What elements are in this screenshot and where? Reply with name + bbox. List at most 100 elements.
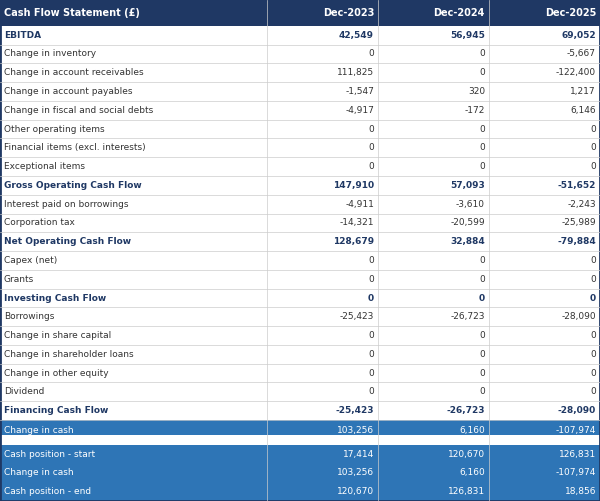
Text: -1,547: -1,547 (345, 87, 374, 96)
Bar (0, 120, 600, 138)
Text: 0: 0 (590, 331, 596, 340)
Bar (0, 364, 600, 382)
Text: 126,831: 126,831 (559, 449, 596, 458)
Bar (0, 82, 600, 101)
Bar (0, 232, 600, 251)
Text: 120,670: 120,670 (337, 487, 374, 496)
Bar (0, 345, 600, 364)
Text: 0: 0 (368, 387, 374, 396)
Text: -25,423: -25,423 (335, 406, 374, 415)
Text: -5,667: -5,667 (567, 50, 596, 59)
Text: Other operating items: Other operating items (4, 125, 104, 134)
Text: Corporation tax: Corporation tax (4, 218, 75, 227)
Text: -107,974: -107,974 (556, 468, 596, 477)
Text: 0: 0 (479, 68, 485, 77)
Text: 6,146: 6,146 (571, 106, 596, 115)
Text: 0: 0 (368, 350, 374, 359)
Text: -51,652: -51,652 (557, 181, 596, 190)
Text: -28,090: -28,090 (562, 312, 596, 321)
Bar (0, 445, 600, 463)
Bar (0, 138, 600, 157)
Text: 0: 0 (479, 350, 485, 359)
Text: Investing Cash Flow: Investing Cash Flow (4, 294, 106, 303)
Text: 1,217: 1,217 (571, 87, 596, 96)
Text: 126,831: 126,831 (448, 487, 485, 496)
Text: 0: 0 (368, 331, 374, 340)
Text: -3,610: -3,610 (456, 200, 485, 208)
Text: 57,093: 57,093 (450, 181, 485, 190)
Text: Change in shareholder loans: Change in shareholder loans (4, 350, 134, 359)
Text: -79,884: -79,884 (557, 237, 596, 246)
Text: Financing Cash Flow: Financing Cash Flow (4, 406, 109, 415)
Text: 0: 0 (590, 350, 596, 359)
Text: 0: 0 (368, 369, 374, 378)
Text: -4,911: -4,911 (345, 200, 374, 208)
Text: Cash position - end: Cash position - end (4, 487, 91, 496)
Text: 103,256: 103,256 (337, 468, 374, 477)
Bar (0, 289, 600, 308)
Text: 111,825: 111,825 (337, 68, 374, 77)
Text: Net Operating Cash Flow: Net Operating Cash Flow (4, 237, 131, 246)
Text: 147,910: 147,910 (333, 181, 374, 190)
Text: 0: 0 (590, 256, 596, 265)
Text: Cash position - start: Cash position - start (4, 449, 95, 458)
Text: -2,243: -2,243 (568, 200, 596, 208)
Bar (0, 157, 600, 176)
Bar (0, 63, 600, 82)
Bar (0, 326, 600, 345)
Text: Grants: Grants (4, 275, 34, 284)
Text: EBITDA: EBITDA (4, 31, 41, 40)
Text: Borrowings: Borrowings (4, 312, 55, 321)
Text: Capex (net): Capex (net) (4, 256, 57, 265)
Text: 0: 0 (479, 294, 485, 303)
Text: -28,090: -28,090 (558, 406, 596, 415)
Bar (0, 195, 600, 213)
Text: Change in share capital: Change in share capital (4, 331, 111, 340)
Text: -26,723: -26,723 (446, 406, 485, 415)
Text: 0: 0 (368, 125, 374, 134)
Text: Dividend: Dividend (4, 387, 44, 396)
Text: 0: 0 (590, 387, 596, 396)
Text: 0: 0 (590, 275, 596, 284)
Text: 17,414: 17,414 (343, 449, 374, 458)
Text: -14,321: -14,321 (340, 218, 374, 227)
Text: 0: 0 (590, 143, 596, 152)
Text: 42,549: 42,549 (339, 31, 374, 40)
Bar (0, 213, 600, 232)
Text: 0: 0 (590, 162, 596, 171)
Text: -25,423: -25,423 (340, 312, 374, 321)
Bar (0, 382, 600, 401)
Text: -20,599: -20,599 (451, 218, 485, 227)
Text: 0: 0 (479, 256, 485, 265)
Text: Change in inventory: Change in inventory (4, 50, 96, 59)
Text: 0: 0 (368, 294, 374, 303)
Bar (0, 45, 600, 63)
Text: 0: 0 (590, 294, 596, 303)
Text: 0: 0 (590, 125, 596, 134)
Text: 0: 0 (479, 143, 485, 152)
Bar (0, 251, 600, 270)
Text: -4,917: -4,917 (345, 106, 374, 115)
Text: 0: 0 (479, 125, 485, 134)
Text: Change in fiscal and social debts: Change in fiscal and social debts (4, 106, 153, 115)
Bar (0, 435, 600, 440)
Text: Cash Flow Statement (£): Cash Flow Statement (£) (4, 8, 140, 18)
Bar (0, 270, 600, 289)
Text: 0: 0 (368, 256, 374, 265)
Text: -122,400: -122,400 (556, 68, 596, 77)
Text: 120,670: 120,670 (448, 449, 485, 458)
Text: 128,679: 128,679 (333, 237, 374, 246)
Text: 0: 0 (368, 275, 374, 284)
Bar (0, 26, 600, 45)
Text: 0: 0 (479, 369, 485, 378)
Text: Interest paid on borrowings: Interest paid on borrowings (4, 200, 128, 208)
Text: Gross Operating Cash Flow: Gross Operating Cash Flow (4, 181, 142, 190)
Text: 6,160: 6,160 (459, 425, 485, 434)
Text: 0: 0 (368, 162, 374, 171)
Bar (0, 0, 600, 26)
Text: 320: 320 (468, 87, 485, 96)
Text: -26,723: -26,723 (451, 312, 485, 321)
Bar (0, 176, 600, 195)
Text: Change in cash: Change in cash (4, 425, 74, 434)
Bar (0, 420, 600, 440)
